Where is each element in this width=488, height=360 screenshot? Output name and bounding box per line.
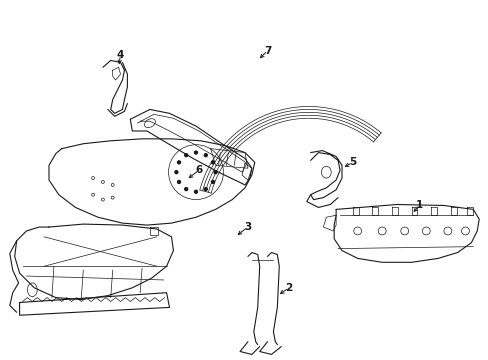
- Text: 3: 3: [244, 222, 251, 232]
- Circle shape: [211, 180, 214, 184]
- Circle shape: [184, 154, 187, 157]
- Circle shape: [211, 161, 214, 164]
- Circle shape: [177, 180, 180, 184]
- Circle shape: [194, 151, 197, 154]
- Circle shape: [175, 171, 178, 174]
- Circle shape: [204, 154, 207, 157]
- Circle shape: [204, 188, 207, 190]
- Text: 6: 6: [195, 165, 202, 175]
- Circle shape: [184, 188, 187, 190]
- Text: 7: 7: [264, 46, 271, 56]
- Text: 4: 4: [117, 50, 124, 59]
- Circle shape: [177, 161, 180, 164]
- Text: 2: 2: [285, 283, 292, 293]
- Circle shape: [214, 171, 217, 174]
- Text: 1: 1: [415, 201, 422, 211]
- Circle shape: [194, 190, 197, 193]
- Text: 5: 5: [348, 157, 356, 167]
- Polygon shape: [333, 204, 478, 262]
